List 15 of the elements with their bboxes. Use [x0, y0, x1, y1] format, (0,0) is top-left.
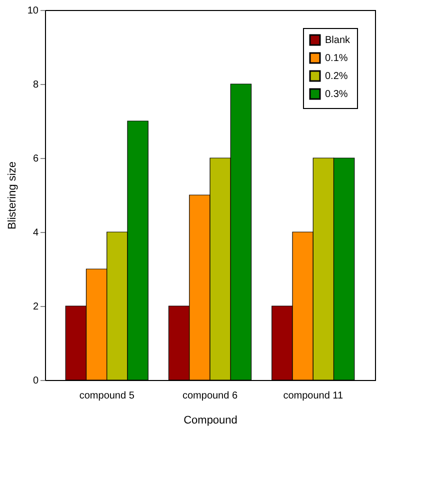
x-axis-title: Compound	[184, 414, 238, 426]
y-tick-label: 0	[32, 376, 39, 386]
y-tick-label: 8	[32, 80, 39, 90]
y-tick-label: 2	[32, 302, 39, 312]
x-tick-label: compound 11	[283, 390, 344, 402]
x-tick-label: compound 5	[79, 390, 135, 402]
legend-label: 0.2%	[325, 71, 348, 82]
x-tick-label: compound 6	[182, 390, 238, 402]
legend-label: Blank	[325, 35, 352, 46]
y-axis-title: Blistering size	[6, 162, 18, 230]
y-tick-label: 4	[32, 228, 39, 238]
y-tick-label: 10	[27, 6, 39, 16]
y-tick-label: 6	[32, 154, 39, 164]
legend-label: 0.1%	[325, 53, 348, 64]
legend-label: 0.3%	[325, 89, 348, 100]
